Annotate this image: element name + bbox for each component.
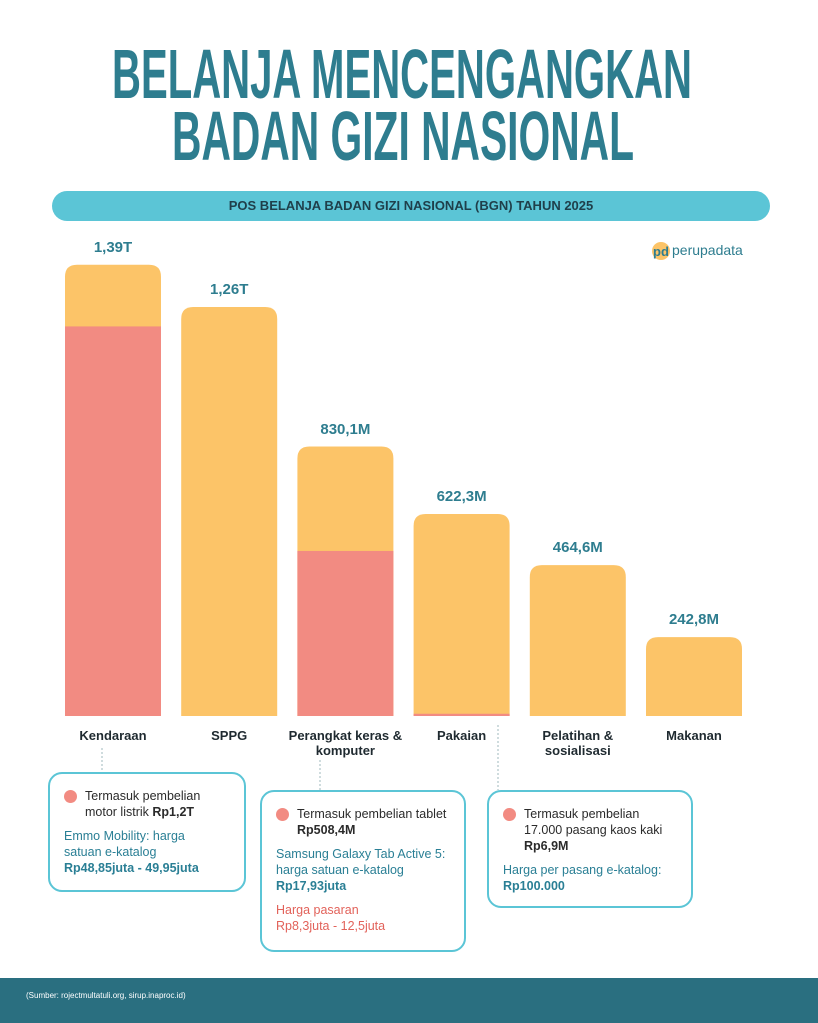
note-market-label: Harga pasaran	[276, 903, 359, 917]
title-line: BELANJA MENCENGANGKAN	[112, 35, 692, 113]
note-catalog-label: Samsung Galaxy Tab Active 5: harga satua…	[276, 847, 446, 877]
value-label: 622,3M	[436, 487, 487, 505]
bar-segment	[413, 713, 510, 716]
bar-segment	[65, 326, 161, 716]
category-label: Perangkat keras & komputer	[288, 728, 403, 758]
note-text: Termasuk pembelian 17.000 pasang kaos ka…	[524, 806, 674, 854]
category-label: Makanan	[666, 728, 722, 743]
bar	[413, 513, 510, 716]
note-catalog-price: Rp48,85juta - 49,95juta	[64, 861, 199, 875]
category-label: Pelatihan & sosialisasi	[542, 728, 614, 758]
note-amount: Rp1,2T	[152, 805, 195, 819]
chart: BELANJA MENCENGANGKAN BADAN GIZI NASIONA…	[52, 35, 770, 790]
note-dot	[503, 808, 516, 821]
value-label: 242,8M	[668, 611, 720, 629]
source: (Sumber: rojectmultatuli.org, sirup.inap…	[26, 991, 186, 1000]
note-amount: Rp6,9M	[524, 839, 569, 853]
note-catalog-label: Emmo Mobility: harga satuan e-katalog	[64, 829, 185, 859]
bar-segment	[297, 550, 394, 716]
note-catalog-price: Rp100.000	[503, 879, 565, 893]
note: Termasuk pembelian tablet Rp508,4M Samsu…	[260, 790, 466, 952]
note-market-price: Rp8,3juta - 12,5juta	[276, 919, 386, 933]
logo-icon	[652, 242, 670, 260]
logo-text: perupadata	[672, 242, 743, 258]
note-dot	[64, 790, 77, 803]
category-label: Kendaraan	[79, 728, 147, 743]
value-label: 830,1M	[320, 420, 371, 438]
value-label: 1,26T	[210, 280, 249, 298]
category-label: Pakaian	[437, 728, 487, 743]
value-label: 464,6M	[552, 539, 603, 557]
note-intro: Termasuk pembelian motor listrik	[85, 789, 201, 819]
footer: (Sumber: rojectmultatuli.org, sirup.inap…	[0, 978, 818, 1023]
subtitle-pill	[52, 191, 770, 221]
note-intro: Termasuk pembelian tablet	[297, 807, 447, 821]
value-label: 1,39T	[93, 238, 133, 256]
title-line: BADAN GIZI NASIONAL	[172, 97, 634, 175]
subtitle: POS BELANJA BADAN GIZI NASIONAL (BGN) TA…	[229, 198, 594, 213]
note: Termasuk pembelian 17.000 pasang kaos ka…	[487, 790, 693, 908]
note-intro: Termasuk pembelian 17.000 pasang kaos ka…	[524, 807, 663, 837]
note-catalog-label: Harga per pasang e-katalog:	[503, 863, 662, 877]
note-amount: Rp508,4M	[297, 823, 356, 837]
note: Termasuk pembelian motor listrik Rp1,2T …	[48, 772, 246, 892]
note-text: Termasuk pembelian motor listrik Rp1,2T	[85, 788, 232, 820]
bar	[529, 565, 626, 716]
note-dot	[276, 808, 289, 821]
bar	[181, 306, 278, 716]
logo-mark: pd	[653, 244, 669, 259]
bar	[646, 637, 742, 716]
note-catalog-price: Rp17,93juta	[276, 879, 347, 893]
note-text: Termasuk pembelian tablet Rp508,4M	[297, 806, 447, 838]
category-label: SPPG	[211, 728, 248, 743]
